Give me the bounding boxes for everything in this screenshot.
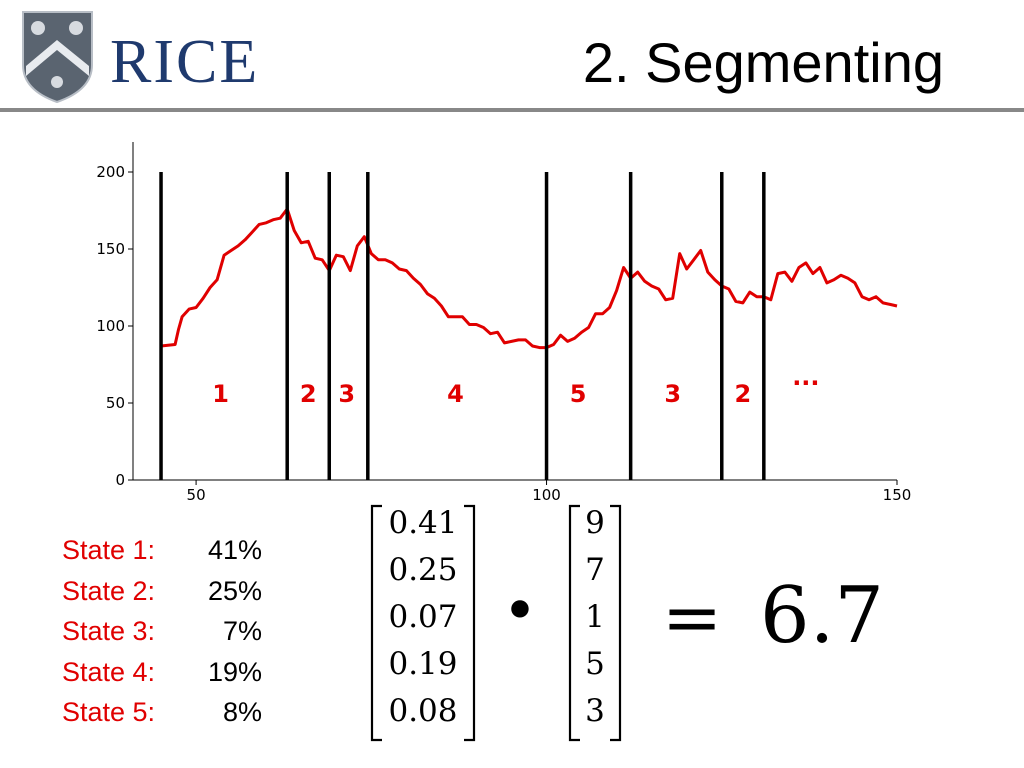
owl-icon <box>31 21 45 35</box>
y-tick-label: 0 <box>115 471 125 489</box>
state-value: 8% <box>222 697 262 727</box>
state-value: 7% <box>222 616 262 646</box>
series-layer <box>160 207 898 350</box>
vector-a-entry: 0.41 <box>388 505 457 541</box>
y-tick-label: 150 <box>96 240 125 258</box>
dot-operator: • <box>502 576 537 646</box>
rice-logo: RICE <box>22 11 259 104</box>
equals-sign: = <box>662 575 722 659</box>
segment-label: 4 <box>447 380 464 408</box>
logo-wordmark: RICE <box>110 28 259 96</box>
header-rule <box>0 108 1024 112</box>
state-percentages: State 1: 41% State 2: 25% State 3: 7% State 4:… <box>62 530 262 733</box>
vector-b-entry: 7 <box>585 552 605 588</box>
x-tick-label: 100 <box>532 486 561 504</box>
owl-icon <box>69 21 83 35</box>
x-tick: 100 <box>532 480 561 504</box>
x-tick: 150 <box>883 480 912 504</box>
vector-a-entry: 0.19 <box>388 646 457 682</box>
state-label: State 1: <box>62 535 156 565</box>
vector-a-entry: 0.08 <box>388 693 457 729</box>
state-row: State 2: 25% <box>62 571 262 612</box>
left-bracket <box>568 504 580 742</box>
state-label: State 2: <box>62 575 156 606</box>
x-tick-label: 150 <box>883 486 912 504</box>
state-value: 41% <box>207 535 262 565</box>
segment-boundary-layer <box>159 172 766 480</box>
x-tick: 50 <box>187 480 206 504</box>
segment-label: 2 <box>734 380 751 408</box>
right-bracket <box>610 504 622 742</box>
state-value: 25% <box>207 575 262 606</box>
y-tick-label: 200 <box>96 163 125 181</box>
y-tick: 0 <box>115 471 133 489</box>
segment-label: 5 <box>570 380 587 408</box>
y-tick-label: 100 <box>96 317 125 335</box>
y-tick: 200 <box>96 163 133 181</box>
state-value: 19% <box>207 656 262 687</box>
segment-label: 3 <box>664 380 681 408</box>
slide-title: 2. Segmenting <box>582 31 944 94</box>
series-line <box>160 207 898 350</box>
y-tick: 50 <box>106 394 133 412</box>
vector-b-entry: 9 <box>585 505 605 541</box>
right-bracket <box>464 504 476 742</box>
dot-product-equation: 0.41 0.25 0.07 0.19 0.08 • 9 7 1 5 3 = 6.7 <box>370 504 884 742</box>
vector-a: 0.41 0.25 0.07 0.19 0.08 <box>388 505 457 729</box>
y-tick: 150 <box>96 240 133 258</box>
segment-label: 3 <box>338 380 355 408</box>
state-row: State 3: 7% <box>62 611 262 652</box>
y-tick: 100 <box>96 317 133 335</box>
x-tick-label: 50 <box>187 486 206 504</box>
state-row: State 4: 19% <box>62 652 262 693</box>
state-row: State 5: 8% <box>62 692 262 733</box>
segment-label-layer: 1 2 3 4 5 3 2... <box>212 363 819 408</box>
vector-a-entry: 0.25 <box>388 552 457 588</box>
chart-axes: 0 50 100 150 200 50 100 150 <box>96 142 911 504</box>
shield-chevron <box>26 40 89 76</box>
segment-label: ... <box>792 363 819 391</box>
y-tick-label: 50 <box>106 394 125 412</box>
owl-icon <box>51 76 63 88</box>
dot-product-result: 6.7 <box>760 571 884 661</box>
segment-label: 2 <box>300 380 317 408</box>
vector-b-entry: 3 <box>585 693 605 729</box>
vector-a-entry: 0.07 <box>388 599 457 635</box>
vector-b: 9 7 1 5 3 <box>585 505 605 729</box>
vector-b-entry: 5 <box>585 646 605 682</box>
state-label: State 3: <box>62 616 156 646</box>
state-row: State 1: 41% <box>62 530 262 571</box>
state-label: State 4: <box>62 656 156 687</box>
state-label: State 5: <box>62 697 156 727</box>
vector-b-entry: 1 <box>585 599 605 635</box>
segment-label: 1 <box>212 380 229 408</box>
left-bracket <box>370 504 382 742</box>
